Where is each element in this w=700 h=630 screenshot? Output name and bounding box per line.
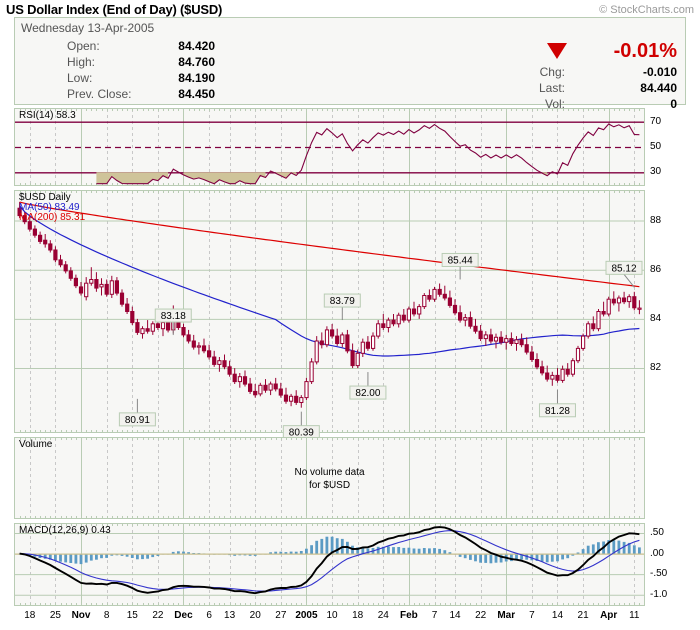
x-axis-label: 15 xyxy=(126,610,138,621)
quote-low-label: Low: xyxy=(67,71,93,85)
quote-prevclose-value: 84.450 xyxy=(178,87,215,101)
x-axis-label: Feb xyxy=(400,610,418,621)
x-axis-label: 24 xyxy=(377,610,389,621)
ma50-label: MA(50) 83.49 xyxy=(19,202,80,213)
x-axis-label: Dec xyxy=(174,610,193,621)
svg-text:83.18: 83.18 xyxy=(161,311,186,322)
quote-open-value: 84.420 xyxy=(178,39,215,53)
x-axis-label: Apr xyxy=(600,610,618,621)
quote-vol-label: Vol: xyxy=(544,97,565,111)
quote-chg-label: Chg: xyxy=(539,65,565,79)
page-title: US Dollar Index (End of Day) ($USD) xyxy=(6,2,223,17)
rsi-tick-label: 50 xyxy=(650,141,662,152)
x-axis-label: 25 xyxy=(49,610,61,621)
macd-tick-label: .50 xyxy=(650,527,664,539)
x-axis-label: 27 xyxy=(275,610,287,621)
x-axis-label: 21 xyxy=(577,610,589,621)
quote-last-value: 84.440 xyxy=(640,81,677,95)
x-axis-label: 7 xyxy=(431,610,438,621)
price-tick-label: 82 xyxy=(650,362,662,374)
x-axis-label: 11 xyxy=(629,610,640,621)
svg-text:82.00: 82.00 xyxy=(355,388,380,399)
volume-label: Volume xyxy=(19,439,53,450)
rsi-tick-label: 30 xyxy=(650,166,662,178)
x-axis-label: 10 xyxy=(326,610,338,621)
volume-panel: Volume No volume data for $USD xyxy=(14,437,645,519)
ma200-label: MA(200) 85.31 xyxy=(19,212,86,223)
quote-vol-value: 0 xyxy=(670,97,677,111)
svg-text:81.28: 81.28 xyxy=(545,406,570,417)
macd-panel: MACD(12,26,9) 0.43 xyxy=(14,523,645,606)
quote-chg-value: -0.010 xyxy=(642,65,677,79)
triangle-down-icon xyxy=(547,43,567,59)
quote-prevclose-label: Prev. Close: xyxy=(67,87,132,101)
no-volume-message: No volume data for $USD xyxy=(15,466,644,492)
price-panel: $USD Daily MA(50) 83.49 MA(200) 85.31 83… xyxy=(14,190,645,440)
price-tick-label: 88 xyxy=(650,214,662,226)
svg-text:80.39: 80.39 xyxy=(289,428,314,439)
price-tick-label: 86 xyxy=(650,263,662,275)
rsi-label: RSI(14) 58.3 xyxy=(19,110,76,121)
quote-box: Wednesday 13-Apr-2005 Open: 84.420 High:… xyxy=(14,17,686,111)
x-axis-label: 22 xyxy=(152,610,164,621)
rsi-tick-label: 70 xyxy=(650,115,662,127)
quote-date: Wednesday 13-Apr-2005 xyxy=(21,21,155,35)
x-axis-label: 22 xyxy=(475,610,487,621)
quote-high-label: High: xyxy=(67,55,96,69)
x-axis-label: 14 xyxy=(551,610,564,621)
macd-tick-label: -1.0 xyxy=(650,588,668,600)
change-percent: -0.01% xyxy=(613,40,677,62)
svg-text:85.12: 85.12 xyxy=(611,263,636,274)
rsi-panel: RSI(14) 58.3 xyxy=(14,108,645,186)
x-axis-label: 18 xyxy=(24,610,36,621)
no-volume-line1: No volume data xyxy=(294,467,365,478)
price-tick-label: 84 xyxy=(650,312,662,324)
x-axis-label: Nov xyxy=(71,610,91,621)
quote-high-value: 84.760 xyxy=(178,55,215,69)
x-axis-label: 2005 xyxy=(295,610,318,621)
quote-open-label: Open: xyxy=(67,39,100,53)
x-axis-label: 6 xyxy=(206,610,212,621)
x-axis-label: 18 xyxy=(352,610,364,621)
macd-label: MACD(12,26,9) 0.43 xyxy=(19,525,111,536)
x-axis-label: 14 xyxy=(449,610,461,621)
x-axis-label: 7 xyxy=(529,610,535,621)
quote-low-value: 84.190 xyxy=(178,71,215,85)
svg-text:80.91: 80.91 xyxy=(125,415,150,426)
svg-text:85.44: 85.44 xyxy=(448,255,473,266)
macd-tick-label: .00 xyxy=(650,547,664,559)
x-axis-label: Mar xyxy=(497,610,516,621)
x-axis-label: 13 xyxy=(224,610,236,621)
no-volume-line2: for $USD xyxy=(308,480,351,491)
x-axis-label: 8 xyxy=(103,610,110,621)
quote-last-label: Last: xyxy=(538,81,565,95)
x-axis-label: 20 xyxy=(249,610,261,621)
copyright-notice: © StockCharts.com xyxy=(599,4,694,16)
macd-tick-label: -.50 xyxy=(650,568,668,580)
price-symbol-label: $USD Daily xyxy=(19,192,71,203)
svg-text:83.79: 83.79 xyxy=(330,296,355,307)
